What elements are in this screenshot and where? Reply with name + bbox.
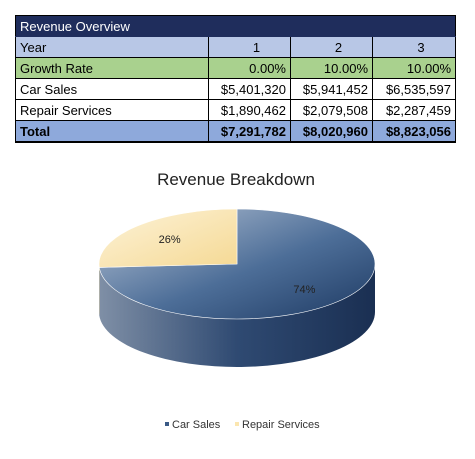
- pie-side-car-sales: [99, 264, 375, 367]
- pie-label-repair-services: 26%: [159, 234, 181, 246]
- repair-services-year-2[interactable]: $2,079,508: [290, 99, 373, 121]
- growth-rate-year-2[interactable]: 10.00%: [290, 57, 373, 79]
- revenue-table: Revenue Overview Year 1 2 3 Growth Rate …: [14, 15, 457, 143]
- year-1-header[interactable]: 1: [208, 36, 291, 58]
- car-sales-year-1[interactable]: $5,401,320: [208, 78, 291, 100]
- revenue-pie-chart[interactable]: Revenue Breakdown 74% 26% Car Sales Repair…: [60, 160, 420, 450]
- table-title[interactable]: Revenue Overview: [14, 15, 457, 37]
- total-year-2[interactable]: $8,020,960: [290, 120, 373, 143]
- car-sales-year-2[interactable]: $5,941,452: [290, 78, 373, 100]
- chart-legend: Car Sales Repair Services: [165, 419, 320, 431]
- row-label[interactable]: Car Sales: [15, 78, 209, 100]
- year-header-label[interactable]: Year: [15, 36, 209, 58]
- legend-marker-repair-services: [235, 422, 239, 426]
- total-year-1[interactable]: $7,291,782: [208, 120, 291, 143]
- repair-services-row: Repair Services $1,890,462 $2,079,508 $2…: [15, 99, 457, 121]
- legend-label-repair-services: Repair Services: [242, 419, 320, 431]
- repair-services-year-3[interactable]: $2,287,459: [371, 99, 457, 121]
- pie-group: 74% 26%: [98, 208, 376, 367]
- pie-slice-repair-services[interactable]: [98, 208, 238, 268]
- growth-rate-row: Growth Rate 0.00% 10.00% 10.00%: [15, 57, 457, 79]
- row-label[interactable]: Total: [15, 120, 209, 143]
- row-label[interactable]: Growth Rate: [15, 57, 209, 79]
- legend-marker-car-sales: [165, 422, 169, 426]
- car-sales-year-3[interactable]: $6,535,597: [371, 78, 457, 100]
- chart-title: Revenue Breakdown: [157, 170, 315, 189]
- growth-rate-year-3[interactable]: 10.00%: [371, 57, 457, 79]
- row-label[interactable]: Repair Services: [15, 99, 209, 121]
- car-sales-row: Car Sales $5,401,320 $5,941,452 $6,535,5…: [15, 78, 457, 100]
- total-row: Total $7,291,782 $8,020,960 $8,823,056: [15, 120, 457, 143]
- year-2-header[interactable]: 2: [290, 36, 373, 58]
- total-year-3[interactable]: $8,823,056: [371, 120, 457, 143]
- table-title-row: Revenue Overview: [14, 15, 457, 37]
- pie-label-car-sales: 74%: [293, 284, 315, 296]
- repair-services-year-1[interactable]: $1,890,462: [208, 99, 291, 121]
- growth-rate-year-1[interactable]: 0.00%: [208, 57, 291, 79]
- year-3-header[interactable]: 3: [371, 36, 457, 58]
- year-row: Year 1 2 3: [15, 36, 457, 58]
- legend-label-car-sales: Car Sales: [172, 419, 221, 431]
